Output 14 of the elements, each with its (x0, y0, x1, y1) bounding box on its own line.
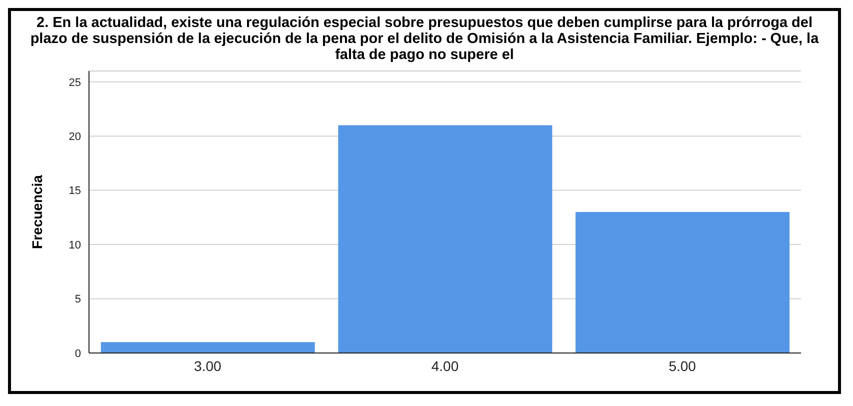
x-tick-label: 5.00 (668, 358, 696, 374)
chart-title: 2. En la actualidad, existe una regulación especial sobre presupuestos que deben cumplirse para la prórroga del plazo de suspensión de la ejecución de la pena por el delito de Omisión a la Asistencia Familiar. Ejemplo: - Que, la falta de pago no supere el (29, 14, 820, 63)
bar (338, 125, 552, 353)
y-tick-label: 20 (68, 130, 81, 143)
bar (100, 342, 315, 353)
y-tick-label: 15 (68, 185, 81, 198)
x-tick-label: 4.00 (431, 358, 459, 374)
x-tick-label: 3.00 (194, 358, 222, 374)
y-axis-title: Frecuencia (28, 174, 45, 249)
y-tick-label: 0 (74, 348, 81, 360)
bar (576, 212, 790, 353)
y-tick-label: 25 (68, 76, 81, 89)
y-tick-label: 10 (68, 239, 81, 252)
y-tick-label: 5 (74, 294, 81, 306)
